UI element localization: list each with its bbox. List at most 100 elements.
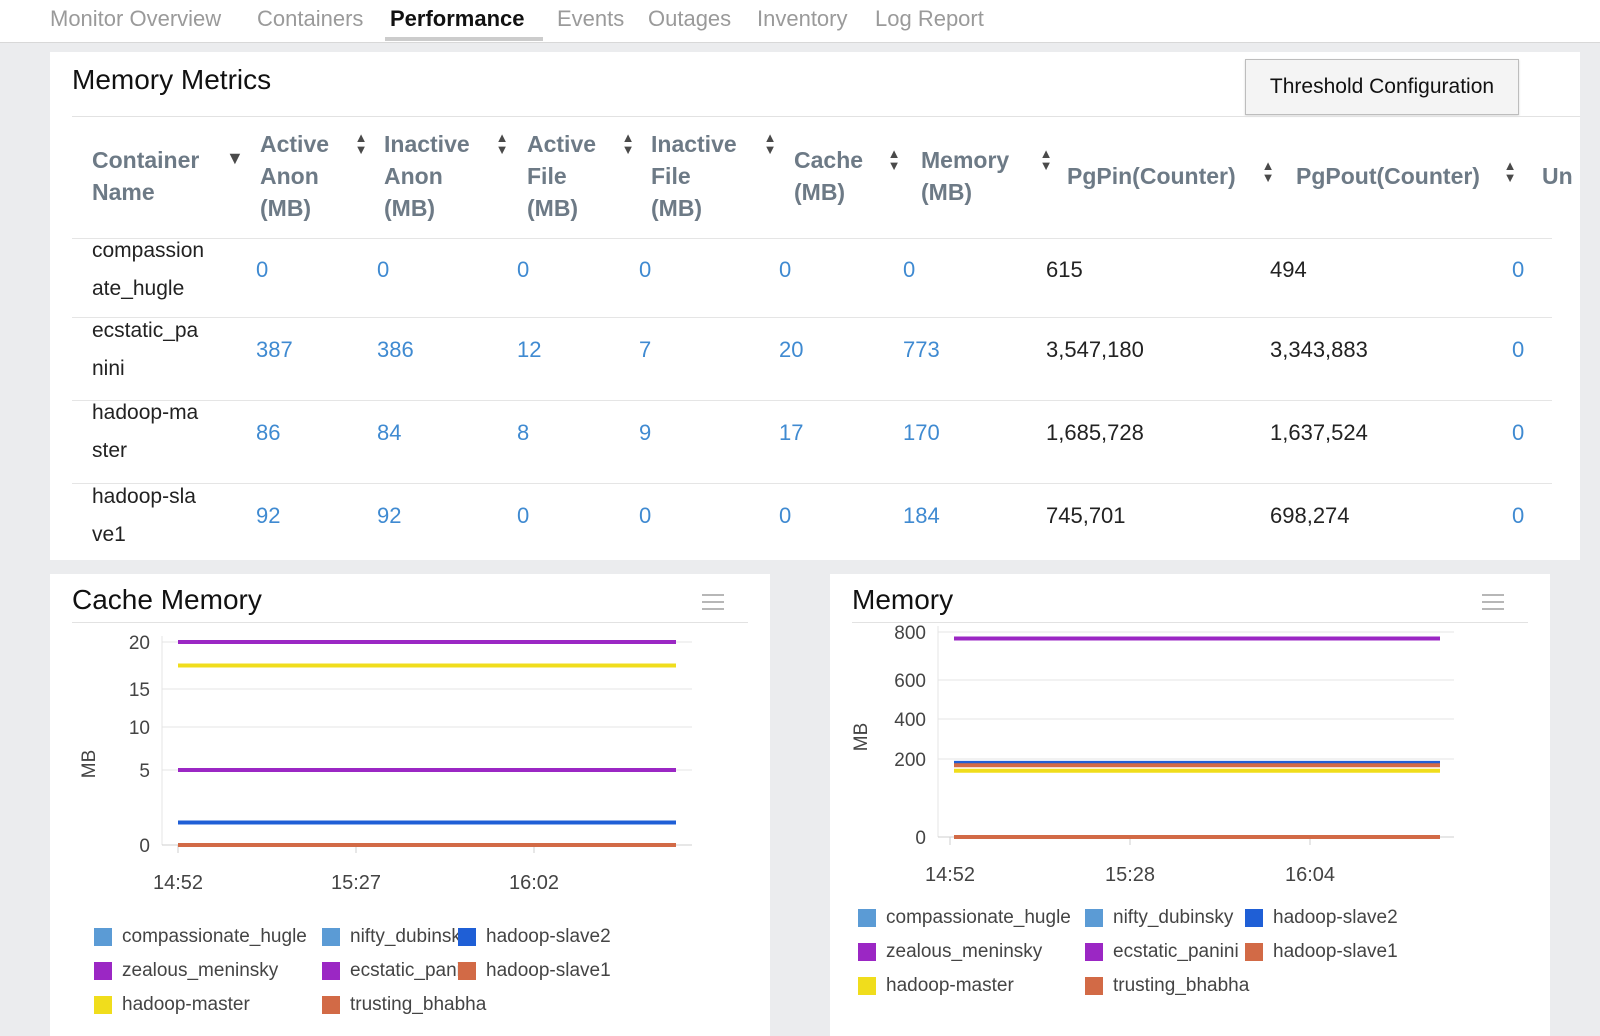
legend-item[interactable]: nifty_dubinsky [322,926,470,948]
legend-item[interactable]: hadoop-master [858,975,1014,997]
x-tick-label: 16:02 [509,872,559,894]
column-header-pgpout[interactable]: PgPout(Counter) [1296,163,1480,189]
sort-icon[interactable]: ▲ ▼ [354,130,368,157]
memory-value[interactable]: 170 [903,420,940,445]
x-tick-label: 15:27 [331,872,381,894]
memory-value[interactable]: 184 [903,503,940,528]
tab-log-report[interactable]: Log Report [875,6,984,31]
legend-label: ecstatic_panini [350,960,476,981]
legend-item[interactable]: zealous_meninsky [94,960,278,982]
active-file-value[interactable]: 0 [517,257,530,282]
sort-icon[interactable]: ▲ ▼ [495,130,509,157]
active-file-value[interactable]: 8 [517,420,530,445]
cache-value[interactable]: 17 [779,420,804,445]
column-header-inactive-anon[interactable]: Inactive Anon (MB) [384,131,470,221]
inactive-file-value[interactable]: 9 [639,420,652,445]
column-header-cache[interactable]: Cache (MB) [794,147,864,205]
y-tick-label: 0 [915,828,926,849]
active-anon-value[interactable]: 387 [256,337,293,362]
legend-swatch [322,928,340,946]
inactive-anon-value[interactable]: 92 [377,503,402,528]
active-anon-value[interactable]: 86 [256,420,281,445]
unevictable-value[interactable]: 0 [1512,337,1525,362]
column-header-unevictable[interactable]: Un [1542,163,1573,189]
legend-label: compassionate_hugle [886,907,1071,928]
column-header-active-file[interactable]: Active File (MB) [527,131,597,221]
inactive-anon-value[interactable]: 84 [377,420,402,445]
legend-item[interactable]: hadoop-master [94,994,250,1016]
column-header-container-name[interactable]: Container Name [92,147,200,205]
cache-value[interactable]: 20 [779,337,804,362]
active-file-value[interactable]: 0 [517,503,530,528]
cache-value[interactable]: 0 [779,503,792,528]
legend-item[interactable]: nifty_dubinsky [1085,907,1233,929]
legend-item[interactable]: hadoop-slave1 [1245,941,1398,963]
legend-swatch [1245,909,1263,927]
legend-label: zealous_meninsky [886,941,1043,962]
inactive-file-value[interactable]: 0 [639,257,652,282]
column-header-pgpin[interactable]: PgPin(Counter) [1067,163,1236,189]
tab-containers[interactable]: Containers [257,6,364,31]
legend-swatch [322,962,340,980]
sort-icon[interactable]: ▲ ▼ [1261,158,1275,185]
inactive-file-value[interactable]: 7 [639,337,652,362]
container-name-cell[interactable]: ecstatic_pa nini [92,319,199,380]
active-tab-indicator [385,37,543,41]
tab-events[interactable]: Events [557,6,625,31]
legend-item[interactable]: compassionate_hugle [858,907,1071,929]
unevictable-value[interactable]: 0 [1512,420,1525,445]
memory-value[interactable]: 0 [903,257,916,282]
sort-icon[interactable]: ▲ ▼ [887,146,901,173]
y-tick-label: 20 [129,633,150,654]
memory-chart: 0 200 400 600 800 14:52 15:28 16:04 MB [851,623,1454,886]
column-header-inactive-file[interactable]: Inactive File (MB) [651,131,737,221]
y-tick-label: 15 [129,680,150,701]
sort-desc-icon[interactable]: ▼ [226,148,244,168]
container-name-cell[interactable]: hadoop-ma ster [92,401,199,462]
chart-menu-icon[interactable] [702,594,724,610]
tab-monitor-overview[interactable]: Monitor Overview [50,6,222,31]
inactive-file-value[interactable]: 0 [639,503,652,528]
legend-item[interactable]: trusting_bhabha [322,994,486,1016]
memory-value[interactable]: 773 [903,337,940,362]
column-header-active-anon[interactable]: Active Anon (MB) [260,131,330,221]
legend-item[interactable]: compassionate_hugle [94,926,307,948]
x-tick-label: 14:52 [153,872,203,894]
legend-item[interactable]: zealous_meninsky [858,941,1042,963]
legend-item[interactable]: ecstatic_panini [322,960,476,982]
pgpin-value: 3,547,180 [1046,337,1144,362]
active-file-value[interactable]: 12 [517,337,542,362]
column-header-memory[interactable]: Memory (MB) [921,147,1010,205]
inactive-anon-value[interactable]: 0 [377,257,390,282]
pgpout-value: 494 [1270,257,1307,282]
container-name-cell[interactable]: compassion ate_hugle [92,239,205,300]
tab-performance[interactable]: Performance [390,6,525,31]
cache-memory-panel: Cache Memory 0 5 10 15 20 14:52 15:27 16:02 MB c… [50,574,770,1036]
legend-item[interactable]: trusting_bhabha [1085,975,1249,997]
pgpout-value: 698,274 [1270,503,1350,528]
tab-inventory[interactable]: Inventory [757,6,848,31]
legend-label: compassionate_hugle [122,926,307,947]
tab-outages[interactable]: Outages [648,6,732,31]
sort-icon[interactable]: ▲ ▼ [1039,146,1053,173]
sort-icon[interactable]: ▲ ▼ [763,130,777,157]
active-anon-value[interactable]: 0 [256,257,269,282]
x-tick-label: 16:04 [1285,864,1335,886]
unevictable-value[interactable]: 0 [1512,257,1525,282]
inactive-anon-value[interactable]: 386 [377,337,414,362]
y-tick-label: 200 [894,750,926,771]
y-axis-label: MB [79,750,100,779]
legend-item[interactable]: ecstatic_panini [1085,941,1239,963]
container-name-cell[interactable]: hadoop-sla ve1 [92,485,196,546]
legend-swatch [94,928,112,946]
chart-menu-icon[interactable] [1482,594,1504,610]
threshold-configuration-button[interactable]: Threshold Configuration [1245,59,1519,115]
sort-icon[interactable]: ▲ ▼ [621,130,635,157]
legend-item[interactable]: hadoop-slave1 [458,960,611,982]
cache-value[interactable]: 0 [779,257,792,282]
legend-item[interactable]: hadoop-slave2 [458,926,611,948]
legend-item[interactable]: hadoop-slave2 [1245,907,1398,929]
active-anon-value[interactable]: 92 [256,503,281,528]
unevictable-value[interactable]: 0 [1512,503,1525,528]
sort-icon[interactable]: ▲ ▼ [1503,158,1517,185]
